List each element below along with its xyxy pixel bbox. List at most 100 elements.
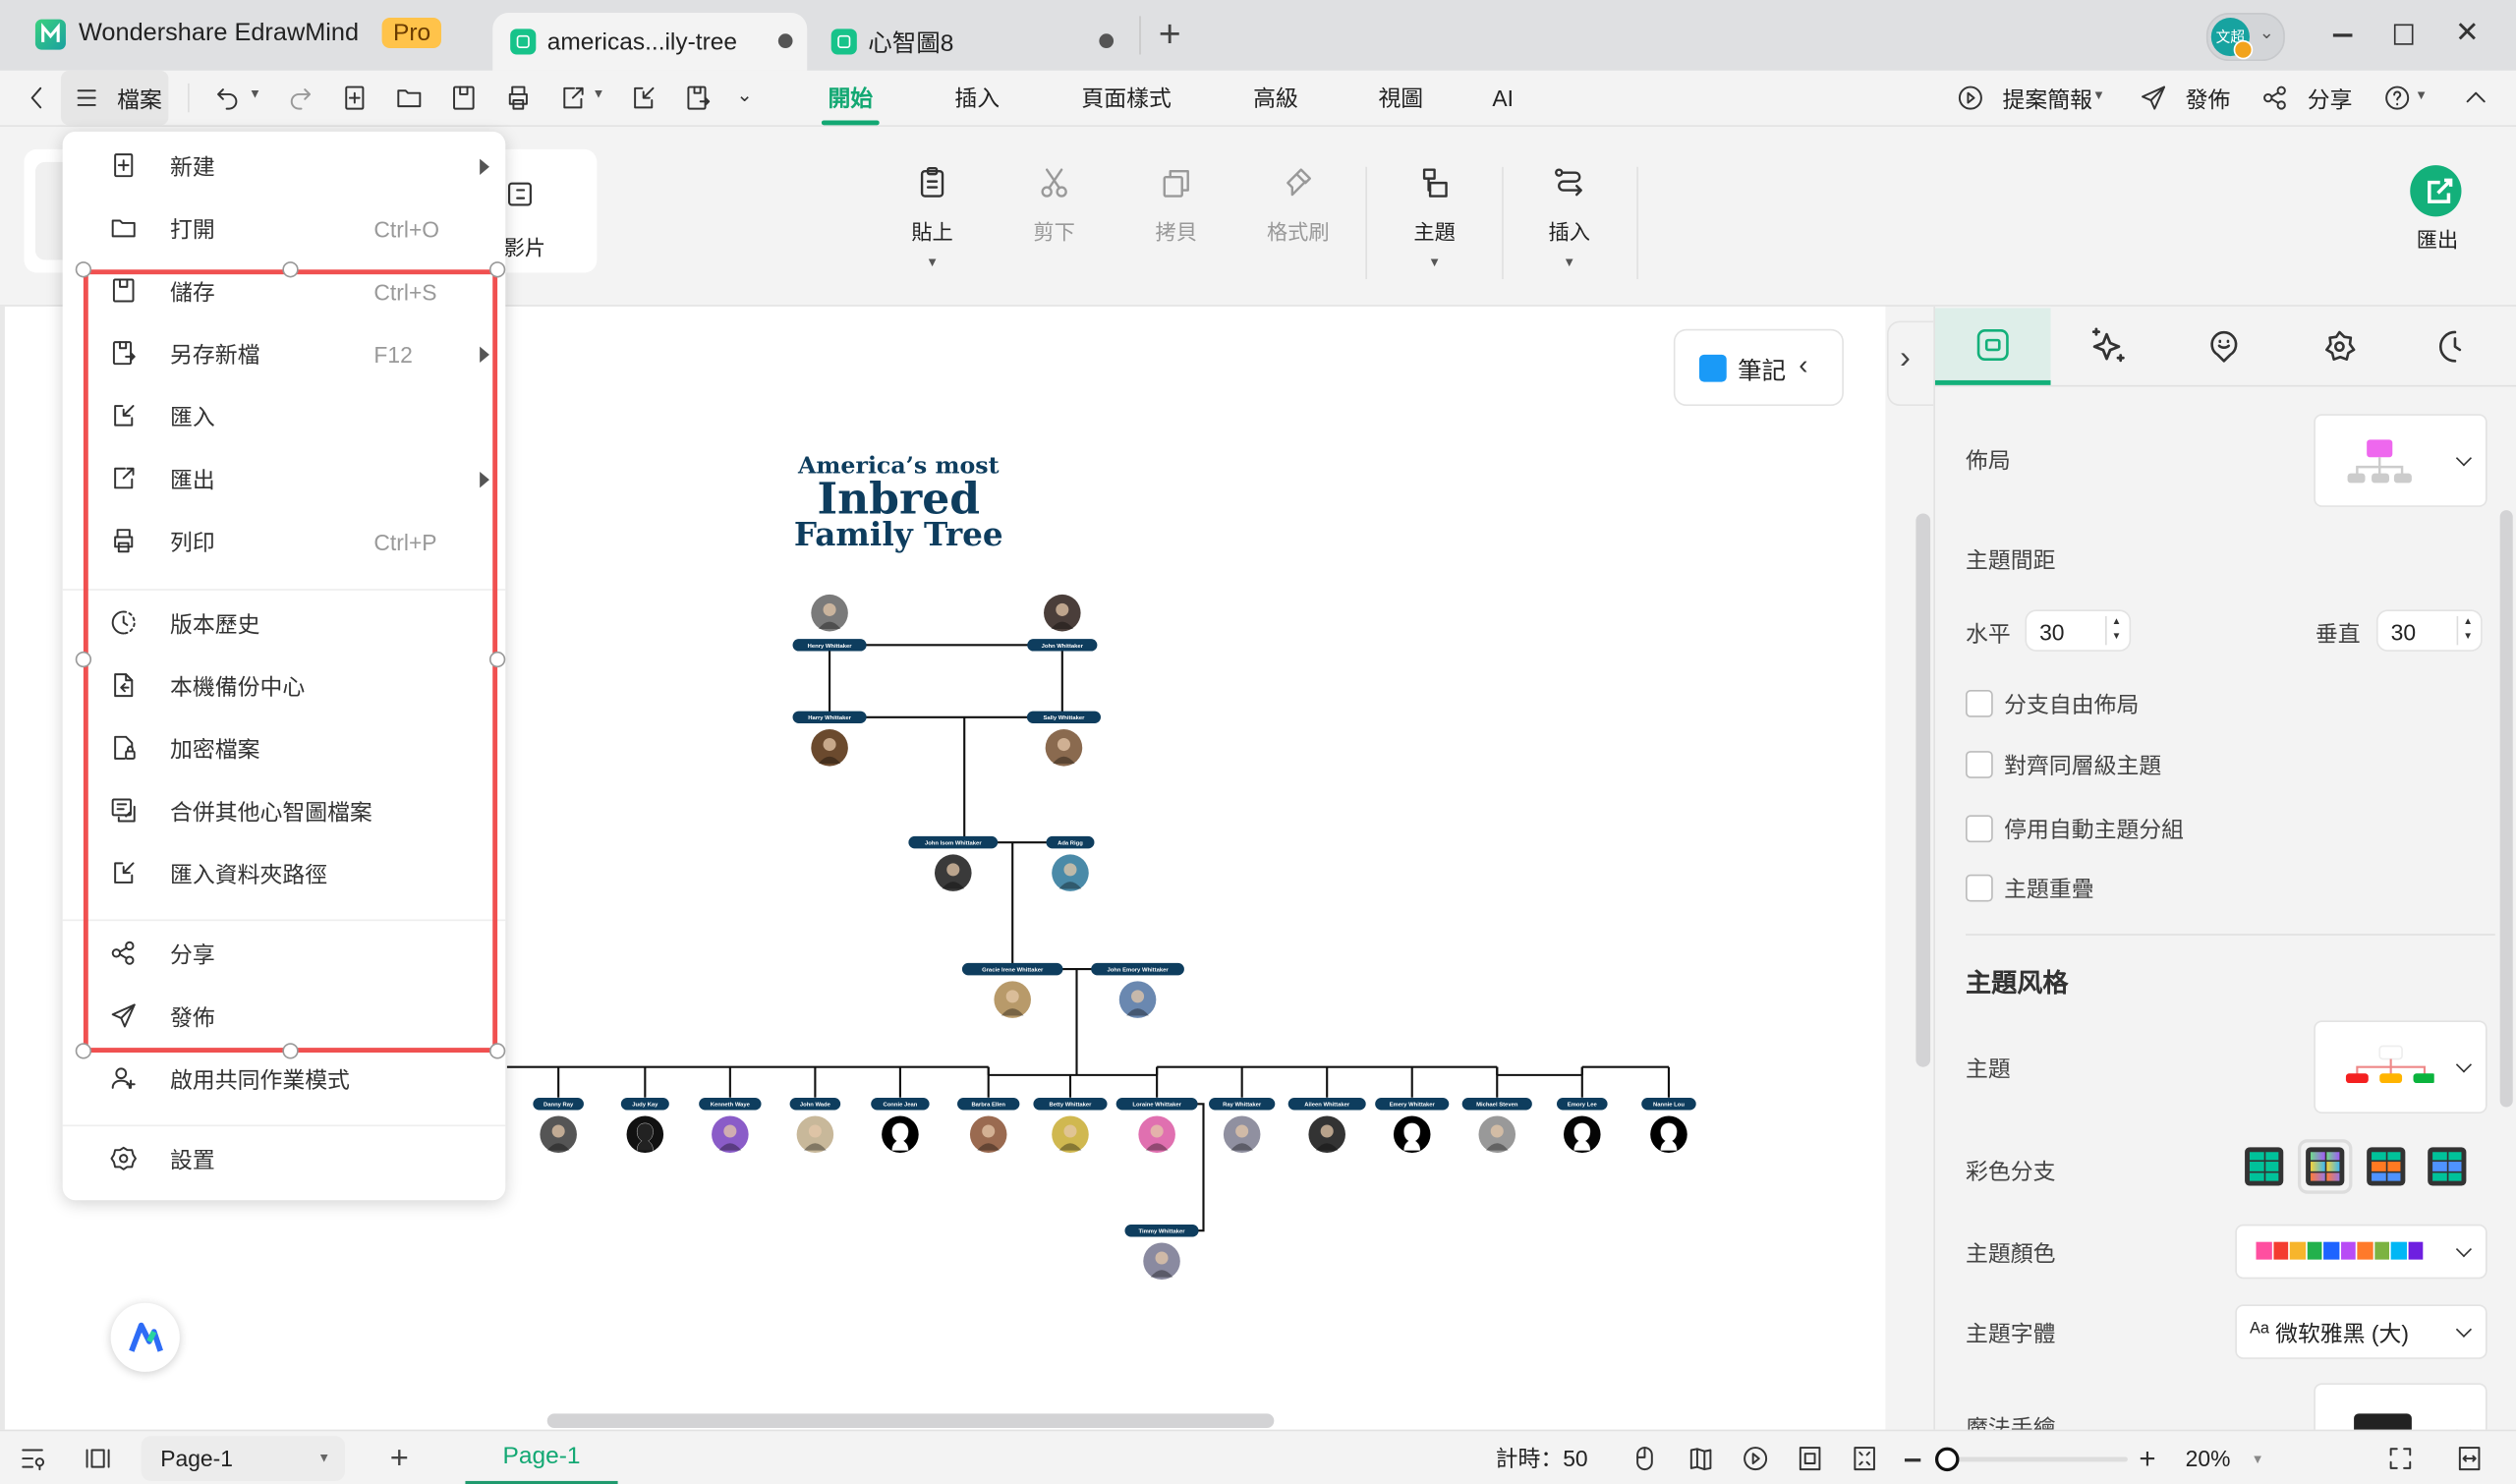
present-button[interactable]: 提案簡報 — [2002, 86, 2092, 113]
menu-item-1-1[interactable]: 本機備份中心 — [63, 655, 506, 717]
doc-tab-americas-family-tree[interactable]: americas...ily-tree — [492, 13, 808, 71]
share-button[interactable]: 分享 — [2307, 86, 2353, 113]
caret-down-icon[interactable]: ▼ — [1563, 255, 1576, 270]
panel-tab-theme[interactable] — [2282, 308, 2398, 384]
zoom-slider-knob[interactable] — [1934, 1447, 1960, 1472]
ai-assistant-button[interactable] — [110, 1302, 180, 1372]
theme-font-dropdown[interactable]: Aa 微软雅黑 (大) — [2235, 1304, 2487, 1359]
canvas-vertical-scrollbar[interactable] — [1916, 513, 1931, 1067]
person-node[interactable]: Aileen Whittaker — [1287, 1098, 1366, 1154]
menu-tab-4[interactable]: 視圖 — [1378, 85, 1424, 111]
back-chevron-icon[interactable] — [23, 84, 51, 112]
import-icon[interactable] — [629, 84, 658, 112]
person-node[interactable]: Ada Rigg — [1046, 835, 1095, 891]
publish-button[interactable]: 發佈 — [2185, 86, 2231, 113]
fullscreen-icon[interactable] — [2386, 1444, 2415, 1472]
help-caret-icon[interactable]: ▼ — [2415, 87, 2429, 103]
resize-handle[interactable] — [75, 261, 92, 278]
export-icon[interactable] — [558, 84, 587, 112]
menu-item-2-2[interactable]: 啟用共同作業模式 — [63, 1048, 506, 1111]
mouse-mode-icon[interactable] — [1630, 1444, 1659, 1472]
ribbon-button-1[interactable]: 剪下 — [1006, 165, 1103, 246]
resize-handle[interactable] — [488, 261, 506, 278]
panel-tab-style[interactable] — [1934, 308, 2051, 385]
menu-item-1-3[interactable]: 合併其他心智圖檔案 — [63, 779, 506, 842]
menu-tab-5[interactable]: AI — [1492, 85, 1514, 111]
theme-color-dropdown[interactable] — [2235, 1224, 2487, 1280]
menu-tab-3[interactable]: 高級 — [1253, 85, 1298, 111]
vertical-spacing-input[interactable]: 30 ▲ ▼ — [2375, 609, 2483, 652]
ribbon-button-5[interactable]: 插入 ▼ — [1521, 165, 1618, 269]
menu-item-2-1[interactable]: 發佈 — [63, 985, 506, 1048]
menu-item-0-0[interactable]: 新建 — [63, 135, 506, 198]
person-node[interactable]: Emory Lee — [1556, 1098, 1608, 1154]
rainbow-branch-option-3[interactable] — [2428, 1147, 2467, 1186]
checkbox[interactable] — [1965, 874, 1993, 902]
ribbon-button-0[interactable]: 貼上 ▼ — [885, 165, 981, 269]
person-node[interactable]: Judy Kay — [620, 1098, 669, 1154]
person-node[interactable]: John Whittaker — [1027, 594, 1098, 652]
person-node[interactable]: Loraine Whittaker — [1115, 1098, 1198, 1154]
menu-item-0-1[interactable]: 打開 Ctrl+O — [63, 198, 506, 260]
print-icon[interactable] — [504, 84, 533, 112]
person-node[interactable]: Kenneth Waye — [699, 1098, 762, 1154]
zoom-level[interactable]: 20% — [2185, 1446, 2231, 1472]
resize-handle[interactable] — [488, 1043, 506, 1059]
resize-handle[interactable] — [75, 651, 92, 668]
person-node[interactable]: John Isom Whittaker — [908, 835, 999, 891]
add-page-plus-icon[interactable]: + — [389, 1441, 409, 1477]
fit-page-icon[interactable] — [1796, 1444, 1824, 1472]
minimize-icon[interactable] — [2332, 33, 2353, 36]
menu-item-1-0[interactable]: 版本歷史 — [63, 592, 506, 655]
more-tools-chevron-icon[interactable]: ⌄ — [736, 83, 753, 106]
collapse-ribbon-chevron-up-icon[interactable] — [2461, 84, 2489, 112]
layout-dropdown[interactable] — [2314, 414, 2487, 507]
horizontal-spacing-input[interactable]: 30 ▲ ▼ — [2025, 609, 2132, 652]
menu-item-0-3[interactable]: 另存新檔 F12 — [63, 322, 506, 385]
zoom-out-icon[interactable] — [1904, 1458, 1921, 1461]
menu-item-3-0[interactable]: 設置 — [63, 1128, 506, 1191]
menu-tab-1[interactable]: 插入 — [954, 85, 1001, 111]
menu-item-1-2[interactable]: 加密檔案 — [63, 717, 506, 780]
export-green-icon[interactable] — [2410, 165, 2462, 217]
caret-down-icon[interactable]: ▼ — [1428, 255, 1442, 270]
rainbow-branch-option-0[interactable] — [2245, 1147, 2284, 1186]
resize-handle[interactable] — [75, 1043, 92, 1059]
doc-tab-mindmap8[interactable]: 心智圖8 — [815, 13, 1129, 71]
person-node[interactable]: John Wade — [789, 1098, 841, 1154]
person-node[interactable]: Gracie Irene Whittaker — [961, 962, 1063, 1018]
help-icon[interactable] — [2382, 84, 2411, 112]
person-node[interactable]: Nannie Lou — [1641, 1098, 1696, 1154]
person-node[interactable]: Emery Whittaker — [1375, 1098, 1450, 1154]
checkbox-label[interactable]: 停用自動主題分組 — [2004, 817, 2185, 843]
notes-button[interactable]: 筆記 ‹ — [1673, 328, 1844, 407]
checkbox-label[interactable]: 主題重疊 — [2004, 876, 2094, 902]
person-node[interactable]: Barbra Ellen — [957, 1098, 1020, 1154]
caret-down-icon[interactable]: ▼ — [926, 255, 940, 270]
person-node[interactable]: John Emory Whittaker — [1091, 962, 1184, 1018]
zoom-slider[interactable] — [1934, 1447, 2128, 1472]
person-node[interactable]: Harry Whittaker — [792, 711, 867, 767]
zoom-in-plus-icon[interactable]: + — [2139, 1442, 2156, 1475]
menu-item-2-0[interactable]: 分享 — [63, 923, 506, 986]
page-select-dropdown[interactable]: Page-1 ▼ — [141, 1436, 346, 1481]
person-node[interactable]: Timmy Whittaker — [1124, 1225, 1199, 1281]
canvas-horizontal-scrollbar[interactable] — [546, 1413, 1275, 1429]
person-node[interactable]: Connie Jean — [871, 1098, 930, 1154]
file-menu-button[interactable]: 檔案 — [61, 70, 169, 126]
panel-tab-history[interactable] — [2397, 308, 2513, 384]
outline-view-icon[interactable] — [20, 1444, 48, 1472]
zoom-caret-icon[interactable]: ▼ — [2251, 1452, 2264, 1467]
collapse-panel-button[interactable]: › — [1886, 320, 1934, 407]
undo-caret-icon[interactable]: ▼ — [249, 86, 261, 101]
theme-dropdown[interactable] — [2314, 1020, 2487, 1114]
resize-handle[interactable] — [282, 261, 299, 278]
export-button-label[interactable]: 匯出 — [2416, 227, 2459, 253]
export-caret-icon[interactable]: ▼ — [592, 86, 605, 101]
map-book-icon[interactable] — [1687, 1444, 1715, 1472]
menu-item-0-4[interactable]: 匯入 — [63, 385, 506, 448]
person-node[interactable]: Sally Whittaker — [1026, 711, 1101, 767]
unsaved-dot-icon[interactable] — [777, 33, 793, 48]
present-caret-icon[interactable]: ▼ — [2091, 87, 2105, 103]
save-as-icon[interactable] — [684, 84, 713, 112]
